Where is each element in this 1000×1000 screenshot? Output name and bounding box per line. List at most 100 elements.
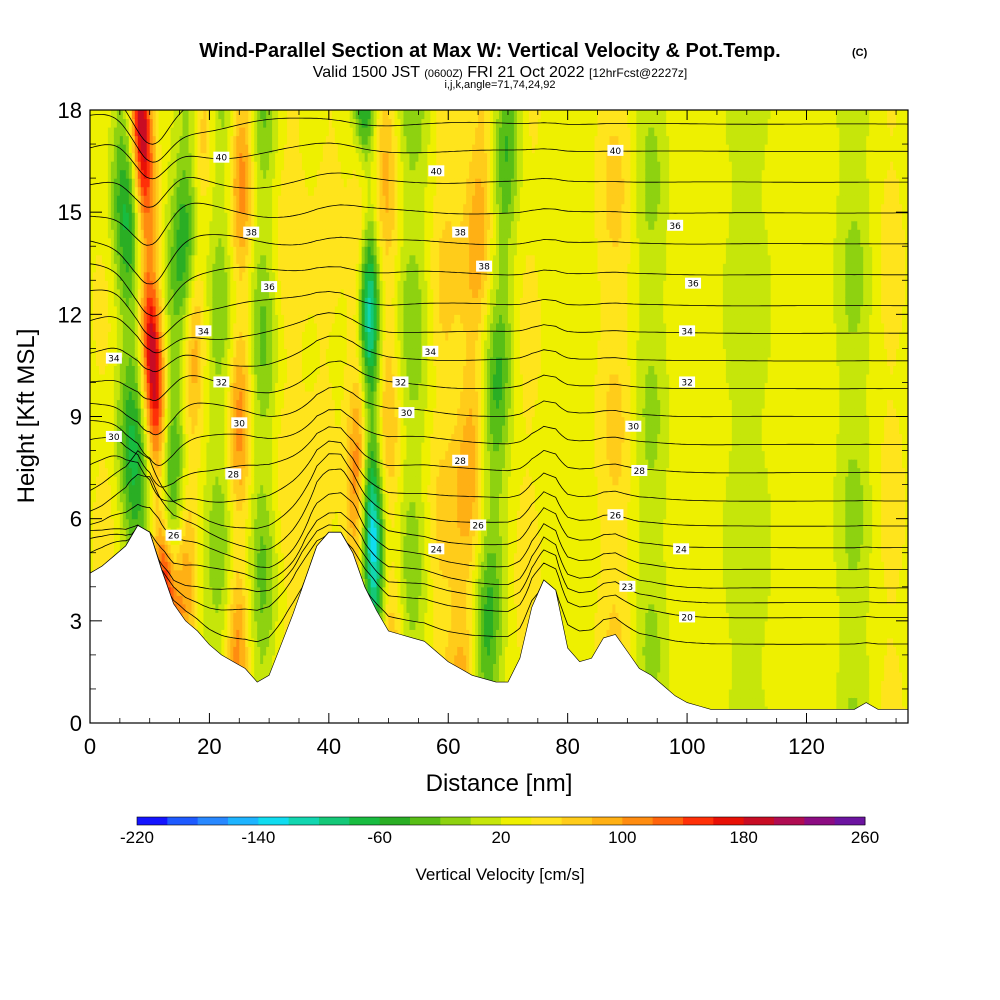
vv-cell [119, 331, 124, 341]
vv-cell [131, 476, 136, 486]
vv-cell [107, 263, 112, 273]
vv-cell [92, 263, 97, 273]
vv-cell [101, 365, 106, 375]
vv-cell [110, 459, 115, 469]
vv-cell [110, 135, 115, 145]
vv-cell [104, 442, 109, 452]
vv-cell [128, 297, 133, 307]
vv-cell [104, 416, 109, 426]
vv-cell [95, 305, 100, 315]
vv-cell [107, 127, 112, 137]
vv-cell [128, 416, 133, 426]
vv-cell [92, 331, 97, 341]
vv-cell [137, 152, 142, 162]
vv-cell [137, 356, 142, 367]
vv-cell [92, 186, 97, 196]
vv-cell [90, 254, 94, 264]
vv-cell [146, 118, 151, 128]
vv-cell [98, 476, 103, 486]
vv-cell [134, 442, 139, 452]
vv-cell [122, 348, 127, 358]
vv-cell [131, 331, 136, 341]
vv-cell [101, 263, 106, 273]
vv-cell [113, 416, 118, 426]
vv-cell [137, 178, 142, 188]
vv-cell [113, 390, 118, 401]
vv-cell [113, 527, 118, 537]
vv-cell [113, 195, 118, 205]
vv-cell [101, 288, 106, 298]
vv-cell [90, 127, 94, 137]
vv-cell [122, 178, 127, 188]
vv-cell [125, 399, 130, 409]
vv-cell [98, 161, 103, 171]
vv-cell [110, 527, 115, 537]
vv-cell [146, 356, 151, 367]
vv-cell [146, 450, 151, 460]
vv-cell [107, 186, 112, 196]
vv-cell [131, 459, 136, 469]
vv-cell [122, 246, 127, 256]
vv-cell [131, 212, 136, 222]
vv-cell [125, 484, 130, 494]
vv-cell [104, 237, 109, 247]
vv-cell [116, 118, 121, 128]
vv-cell [113, 161, 118, 171]
vv-cell [125, 314, 130, 324]
vv-cell [137, 280, 142, 290]
vv-cell [98, 382, 103, 392]
vv-cell [143, 297, 148, 307]
vv-cell [125, 229, 130, 239]
vv-cell [146, 331, 151, 341]
vv-cell [110, 254, 115, 264]
vv-cell [110, 382, 115, 392]
vv-cell [146, 399, 151, 409]
vv-cell [95, 527, 100, 537]
vv-cell [90, 501, 94, 511]
vv-cell [101, 484, 106, 494]
vv-cell [113, 263, 118, 273]
vv-cell [140, 135, 145, 145]
vv-cell [110, 110, 115, 120]
vv-cell [137, 390, 142, 401]
vv-cell [98, 169, 103, 179]
vv-cell [90, 263, 94, 273]
vv-cell [119, 467, 124, 477]
vv-cell [101, 510, 106, 520]
vv-cell [104, 135, 109, 145]
vv-cell [107, 544, 112, 554]
vv-cell [107, 390, 112, 401]
vv-cell [134, 390, 139, 401]
vv-cell [125, 510, 130, 520]
vv-cell [95, 450, 100, 460]
vv-cell [128, 169, 133, 179]
vv-cell [128, 527, 133, 537]
vv-cell [128, 322, 133, 332]
vv-cell [119, 322, 124, 332]
vv-cell [107, 518, 112, 528]
vv-cell [98, 484, 103, 494]
vv-cell [146, 212, 151, 222]
vv-cell [125, 237, 130, 247]
vv-cell [134, 322, 139, 332]
vv-cell [113, 476, 118, 486]
vv-cell [104, 246, 109, 256]
vv-cell [98, 459, 103, 469]
vv-cell [134, 348, 139, 358]
vv-cell [122, 501, 127, 511]
vv-cell [90, 169, 94, 179]
vv-cell [98, 552, 103, 562]
vv-cell [110, 450, 115, 460]
vv-cell [110, 544, 115, 554]
vv-cell [134, 356, 139, 367]
vv-cell [101, 552, 106, 562]
vv-cell [128, 339, 133, 349]
vv-cell [92, 484, 97, 494]
vv-cell [137, 407, 142, 418]
vv-cell [98, 356, 103, 367]
vv-cell [128, 212, 133, 222]
vv-cell [107, 322, 112, 332]
vv-cell [92, 510, 97, 520]
vv-cell [107, 373, 112, 384]
vv-cell [90, 280, 94, 290]
